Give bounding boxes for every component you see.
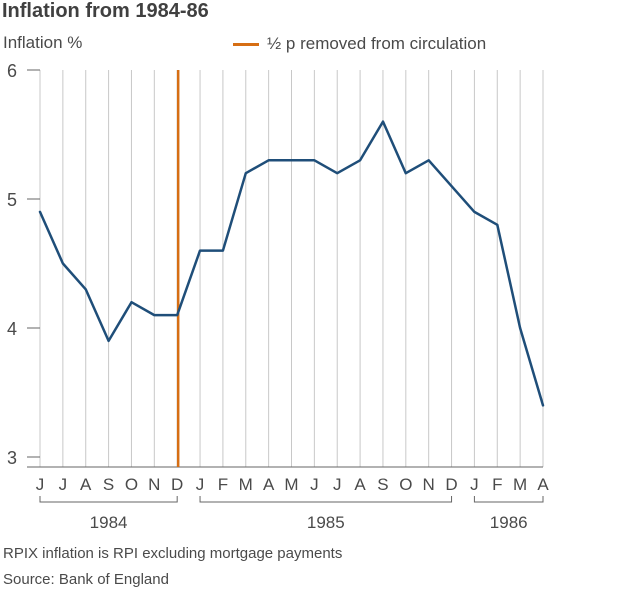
year-bracket <box>39 496 178 503</box>
footer-note: RPIX inflation is RPI excluding mortgage… <box>3 545 343 562</box>
x-tick-label: M <box>513 475 527 494</box>
x-tick-label: A <box>263 475 275 494</box>
x-tick-label: N <box>148 475 160 494</box>
x-tick-label: J <box>333 475 342 494</box>
chart-title: Inflation from 1984-86 <box>2 0 209 22</box>
x-tick-label: F <box>492 475 502 494</box>
year-bracket <box>199 496 453 503</box>
x-tick-label: A <box>537 475 549 494</box>
x-tick-label: O <box>125 475 138 494</box>
y-tick-label: 3 <box>7 448 17 468</box>
year-label: 1984 <box>90 513 128 532</box>
x-tick-label: S <box>103 475 114 494</box>
y-axis-label: Inflation % <box>3 33 83 52</box>
x-tick-label: J <box>59 475 68 494</box>
legend-label: ½ p removed from circulation <box>267 34 487 53</box>
x-tick-label: F <box>218 475 228 494</box>
x-tick-label: J <box>470 475 479 494</box>
x-tick-label: D <box>171 475 183 494</box>
year-label: 1985 <box>307 513 345 532</box>
x-tick-label: J <box>36 475 45 494</box>
year-bracket <box>473 496 544 503</box>
x-tick-label: N <box>423 475 435 494</box>
x-tick-label: J <box>310 475 319 494</box>
x-tick-label: A <box>80 475 92 494</box>
x-tick-label: M <box>239 475 253 494</box>
y-tick-label: 6 <box>7 61 17 81</box>
x-tick-label: O <box>399 475 412 494</box>
x-tick-label: D <box>445 475 457 494</box>
legend-swatch <box>233 42 259 46</box>
y-tick-label: 4 <box>7 319 17 339</box>
legend: ½ p removed from circulation <box>233 34 486 54</box>
year-label: 1986 <box>490 513 528 532</box>
footer-source: Source: Bank of England <box>3 571 169 588</box>
x-tick-label: J <box>196 475 205 494</box>
x-tick-label: A <box>354 475 366 494</box>
y-tick-label: 5 <box>7 190 17 210</box>
x-tick-label: M <box>284 475 298 494</box>
x-tick-label: S <box>377 475 388 494</box>
